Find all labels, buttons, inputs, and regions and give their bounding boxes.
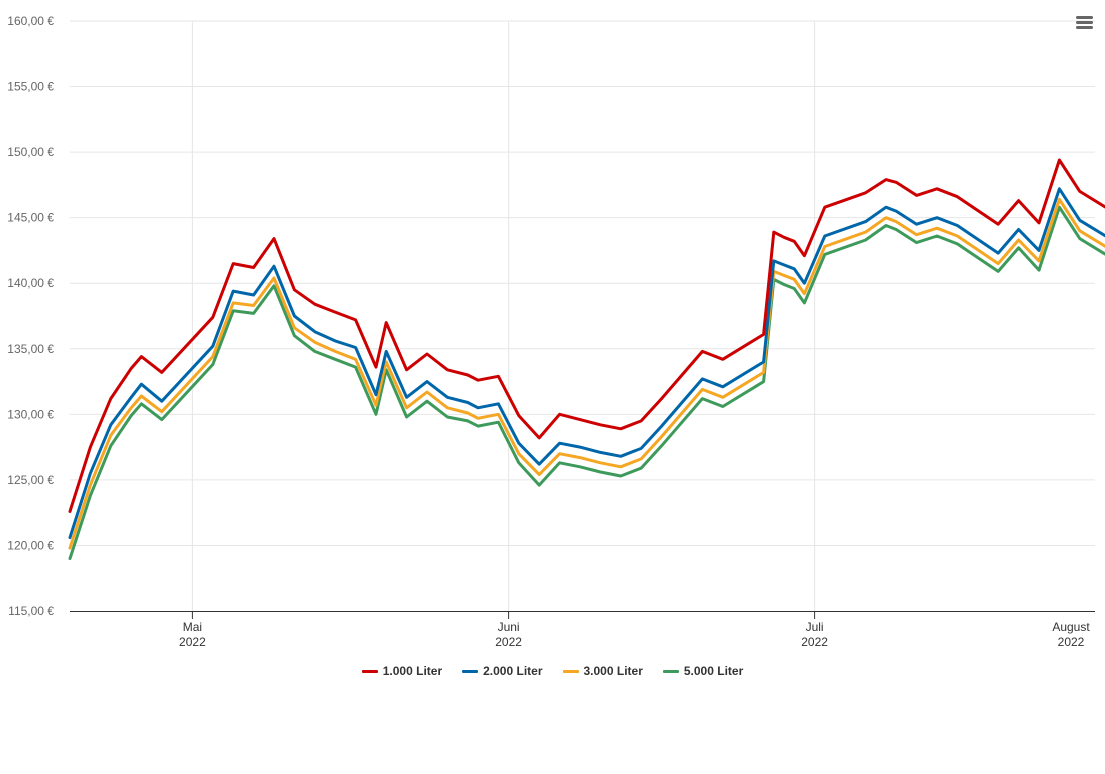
x-tick-label-month: Juni xyxy=(498,620,520,634)
y-axis: 115,00 € 120,00 € 125,00 € 130,00 € 135,00 €… xyxy=(7,14,54,618)
x-tick-label-month: August xyxy=(1052,620,1090,634)
y-tick-label: 135,00 € xyxy=(7,342,54,356)
legend-swatch xyxy=(562,669,579,673)
y-tick-label: 125,00 € xyxy=(7,473,54,487)
series-lines xyxy=(68,158,1105,561)
y-tick-label: 130,00 € xyxy=(7,407,54,421)
legend-item[interactable]: 2.000 Liter xyxy=(462,664,543,678)
legend-label: 1.000 Liter xyxy=(382,664,443,678)
y-tick-label: 140,00 € xyxy=(7,276,54,290)
y-tick-label: 145,00 € xyxy=(7,211,54,225)
y-tick-label: 150,00 € xyxy=(7,145,54,159)
x-tick-label-year: 2022 xyxy=(1058,635,1085,649)
x-tick-label-year: 2022 xyxy=(495,635,522,649)
legend-label: 2.000 Liter xyxy=(483,664,543,678)
y-tick-label: 155,00 € xyxy=(7,80,54,94)
y-tick-label: 160,00 € xyxy=(7,14,54,28)
legend-label: 3.000 Liter xyxy=(583,664,643,678)
x-tick-label-year: 2022 xyxy=(801,635,828,649)
series-line-1-000-liter xyxy=(68,158,1105,513)
legend-item[interactable]: 5.000 Liter xyxy=(662,664,744,678)
y-tick-label: 115,00 € xyxy=(8,604,54,618)
legend-item[interactable]: 3.000 Liter xyxy=(562,664,643,678)
hamburger-menu-icon[interactable] xyxy=(1070,10,1098,36)
x-tick-label-year: 2022 xyxy=(179,635,206,649)
legend-swatch xyxy=(361,669,378,673)
legend-swatch xyxy=(662,669,679,673)
legend-item[interactable]: 1.000 Liter xyxy=(361,664,443,678)
x-tick-label-month: Mai xyxy=(183,620,202,634)
legend-swatch xyxy=(462,669,479,673)
series-line-5-000-liter xyxy=(68,205,1105,561)
y-tick-label: 120,00 € xyxy=(7,538,54,552)
series-line-3-000-liter xyxy=(68,197,1105,550)
gridlines xyxy=(70,20,1095,611)
series-line-2-000-liter xyxy=(68,187,1105,540)
legend-label: 5.000 Liter xyxy=(683,664,744,678)
x-tick-label-month: Juli xyxy=(806,620,824,634)
legend: 1.000 Liter 2.000 Liter 3.000 Liter 5.000 L… xyxy=(0,664,1105,678)
